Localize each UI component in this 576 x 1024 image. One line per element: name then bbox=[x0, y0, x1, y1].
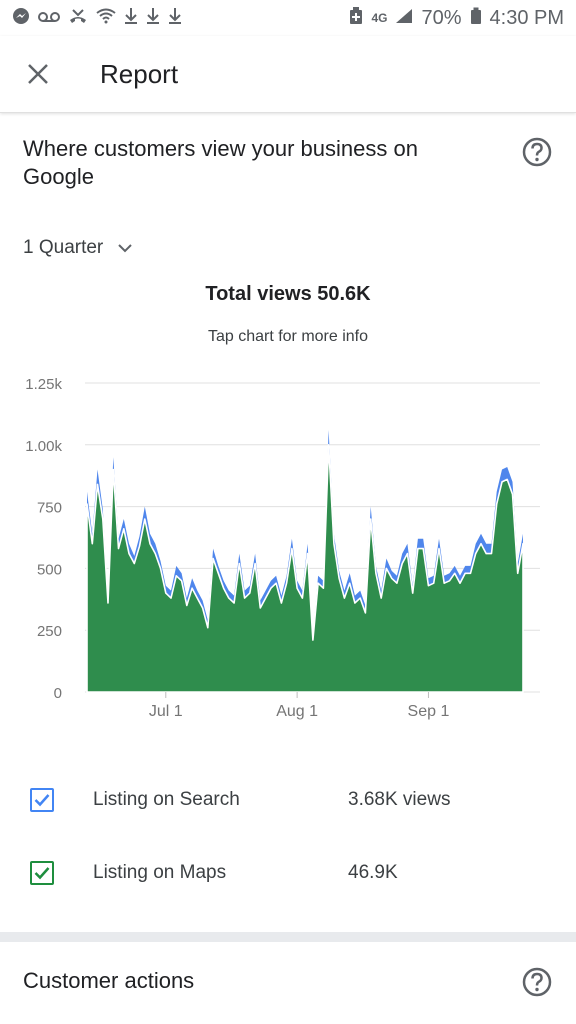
y-tick-label: 500 bbox=[37, 561, 62, 578]
legend-value: 46.9K bbox=[348, 862, 398, 883]
voicemail-icon bbox=[38, 8, 60, 28]
series-maps-area bbox=[86, 444, 524, 693]
y-tick-label: 750 bbox=[37, 500, 62, 517]
system-icons: 4G 70% 4:30 PM bbox=[349, 7, 564, 29]
legend-row-maps: Listing on Maps 46.9K bbox=[0, 848, 576, 898]
total-views: Total views 50.6K bbox=[205, 283, 371, 305]
section-title: Customer actions bbox=[23, 968, 195, 993]
missed-call-icon bbox=[68, 8, 88, 28]
legend-row-search: Listing on Search 3.68K views bbox=[0, 775, 576, 825]
maps-checkbox[interactable] bbox=[30, 861, 54, 885]
help-icon[interactable] bbox=[522, 967, 552, 997]
signal-icon bbox=[395, 8, 413, 28]
battery-saver-icon bbox=[349, 7, 363, 29]
legend-value: 3.68K views bbox=[348, 789, 451, 810]
x-tick-label: Jul 1 bbox=[149, 703, 183, 720]
wifi-icon bbox=[96, 8, 116, 28]
battery-percent: 70% bbox=[421, 7, 462, 29]
y-tick-label: 1.25k bbox=[25, 376, 62, 393]
app-bar: Report bbox=[0, 36, 576, 113]
network-type-label: 4G bbox=[371, 11, 388, 25]
period-dropdown[interactable]: 1 Quarter bbox=[23, 234, 133, 262]
download-icon bbox=[146, 7, 160, 29]
views-chart[interactable]: 0 250 500 750 1.00k 1.25k Jul 1 Aug 1 Sep 1 bbox=[0, 365, 576, 725]
section-divider bbox=[0, 932, 576, 942]
page-title: Report bbox=[100, 58, 179, 89]
clock: 4:30 PM bbox=[489, 7, 564, 29]
legend-label: Listing on Maps bbox=[93, 862, 227, 883]
close-icon bbox=[28, 64, 48, 84]
close-button[interactable] bbox=[18, 54, 58, 94]
check-icon bbox=[34, 867, 50, 880]
check-icon bbox=[34, 794, 50, 807]
search-checkbox[interactable] bbox=[30, 788, 54, 812]
battery-icon bbox=[470, 7, 482, 29]
tap-hint: Tap chart for more info bbox=[207, 328, 369, 345]
messenger-icon bbox=[12, 7, 30, 29]
chart-areas bbox=[86, 430, 524, 693]
x-tick-label: Aug 1 bbox=[276, 703, 318, 720]
y-tick-label: 1.00k bbox=[25, 438, 62, 455]
status-bar: 4G 70% 4:30 PM bbox=[0, 0, 576, 36]
period-label: 1 Quarter bbox=[23, 237, 104, 258]
chart-x-ticks: Jul 1 Aug 1 Sep 1 bbox=[149, 692, 450, 720]
download-icon bbox=[168, 7, 182, 29]
card-title: Where customers view your business on Go… bbox=[23, 136, 418, 189]
y-tick-label: 250 bbox=[37, 623, 62, 640]
legend-label: Listing on Search bbox=[93, 789, 240, 810]
download-icon bbox=[124, 7, 138, 29]
x-tick-label: Sep 1 bbox=[408, 703, 450, 720]
notification-icons bbox=[12, 7, 182, 29]
y-tick-label: 0 bbox=[54, 685, 62, 702]
chevron-down-icon bbox=[118, 244, 132, 253]
help-icon[interactable] bbox=[522, 137, 552, 167]
